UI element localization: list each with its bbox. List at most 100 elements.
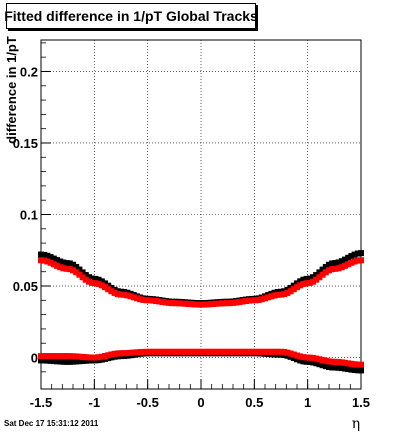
y-tick-labels: 0 0.05 0.1 0.15 0.2 <box>13 64 38 365</box>
data-point <box>342 359 348 366</box>
y-tick-label: 0.15 <box>13 136 38 151</box>
data-point <box>358 257 364 264</box>
data-point <box>41 353 48 360</box>
data-point <box>70 261 76 268</box>
data-point <box>63 260 70 267</box>
data-point <box>313 355 320 362</box>
data-point <box>345 254 352 261</box>
data-point <box>38 353 44 360</box>
data-point <box>297 353 304 360</box>
data-point <box>217 300 224 307</box>
data-point <box>191 348 198 355</box>
data-point <box>134 295 140 302</box>
data-point <box>166 348 172 355</box>
data-point <box>207 348 214 355</box>
data-point <box>76 353 83 360</box>
y-tick-label: 0.1 <box>20 208 38 223</box>
grid-lines <box>41 40 361 389</box>
data-point <box>335 359 342 366</box>
data-point <box>284 349 291 356</box>
data-point <box>342 262 348 269</box>
data-point <box>220 348 227 355</box>
data-point <box>290 286 297 293</box>
data-point <box>294 352 300 359</box>
data-point <box>217 348 224 355</box>
data-point <box>102 280 108 287</box>
data-point <box>265 294 272 301</box>
data-point <box>44 357 51 364</box>
data-point <box>226 348 233 355</box>
data-point <box>50 358 57 365</box>
data-point <box>223 348 230 355</box>
data-point <box>82 276 89 283</box>
data-point <box>60 358 67 365</box>
data-point <box>124 350 131 357</box>
data-series <box>38 250 364 374</box>
data-point <box>246 297 252 304</box>
data-point <box>345 261 352 268</box>
data-point <box>313 276 320 283</box>
data-point <box>326 363 332 370</box>
data-point <box>166 299 172 306</box>
data-point <box>214 300 220 307</box>
data-point <box>319 362 326 369</box>
data-point <box>57 258 64 265</box>
data-point <box>50 255 57 262</box>
data-point <box>294 356 300 363</box>
data-point <box>70 358 76 365</box>
data-point <box>172 300 179 307</box>
data-point <box>89 354 96 361</box>
data-point <box>162 348 169 355</box>
data-point <box>316 274 323 281</box>
data-point <box>82 272 89 279</box>
data-point <box>182 348 188 355</box>
data-point <box>121 291 128 298</box>
data-point <box>210 300 217 307</box>
data-point <box>278 291 284 298</box>
data-point <box>258 296 265 303</box>
data-point <box>185 300 192 307</box>
data-point <box>354 257 361 264</box>
data-point <box>300 354 307 361</box>
data-point <box>271 292 278 299</box>
data-point <box>63 358 70 365</box>
chart-title-box: Fitted difference in 1/pT Global Tracks <box>4 3 258 29</box>
data-point <box>44 252 51 259</box>
data-point <box>82 357 89 364</box>
data-point <box>57 358 64 365</box>
data-point <box>338 264 345 271</box>
data-point <box>332 364 339 371</box>
data-point <box>294 284 300 291</box>
data-point <box>236 348 243 355</box>
data-point <box>329 266 336 273</box>
data-point <box>329 260 336 267</box>
data-point <box>66 358 73 365</box>
data-point <box>351 366 358 373</box>
data-point <box>268 293 275 300</box>
data-point <box>92 275 99 282</box>
data-point <box>108 288 115 295</box>
data-point <box>47 357 54 364</box>
data-point <box>159 299 166 306</box>
data-point <box>351 251 358 258</box>
data-point <box>313 360 320 367</box>
data-point <box>322 263 329 270</box>
data-point <box>348 253 355 260</box>
data-point <box>249 348 256 355</box>
data-point <box>345 360 352 367</box>
data-point <box>358 361 364 368</box>
data-point <box>290 355 297 362</box>
data-point <box>118 350 124 357</box>
data-point <box>105 352 112 359</box>
y-tick-label: 0.05 <box>13 279 38 294</box>
data-point <box>319 266 326 273</box>
data-point <box>162 299 169 306</box>
data-point <box>348 360 355 367</box>
data-point <box>265 348 272 355</box>
data-point <box>95 354 102 361</box>
data-point <box>258 348 265 355</box>
data-point <box>114 350 121 357</box>
data-point <box>76 358 83 365</box>
axis-ticks <box>40 42 362 389</box>
y-tick-label: 0.2 <box>20 64 38 79</box>
